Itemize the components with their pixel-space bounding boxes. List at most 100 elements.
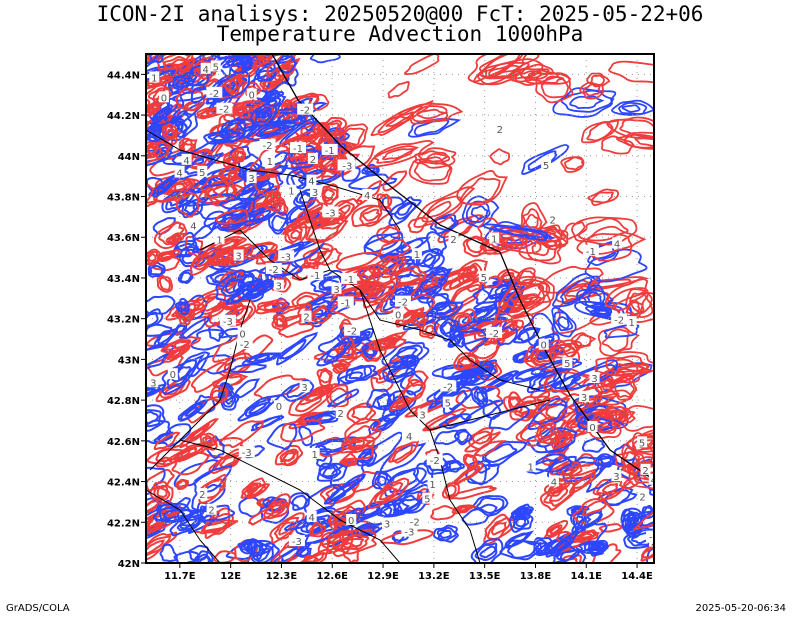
contour-label-bg [286,184,297,196]
contour-line-1049 [254,106,273,124]
contour-line-794 [508,397,520,408]
contour-line-985 [510,503,534,518]
contour-line-702 [372,285,393,299]
contour-line-1369 [454,317,508,334]
contour-label: 5 [445,399,451,410]
contour-line-403 [623,476,640,490]
contour-line-1276 [225,278,263,305]
contour-line-1351 [158,276,171,291]
contour-line-1190 [444,484,457,497]
contour-line-1066 [303,483,347,514]
contour-line-525 [146,539,166,555]
contour-line-866 [326,292,357,315]
contour-line-1345 [633,510,654,531]
contour-line-1035 [401,311,416,323]
contour-line-1557 [553,311,574,332]
contour-line-1221 [587,542,602,551]
contour-line-1515 [591,191,614,204]
contour-line-1196 [153,484,171,501]
contour-line-1360 [375,340,395,349]
lat-tick-label: 43.6N [107,233,140,244]
contour-line-986 [513,506,531,517]
contour-line-1015 [167,74,194,95]
contour-line-643 [146,106,156,114]
contour-line-1177 [274,130,319,154]
contour-label: 3 [312,188,318,199]
contour-line-809 [308,383,334,397]
contour-line-1206 [327,388,360,408]
contour-label-bg [339,159,356,171]
contour-line-1539 [537,265,604,294]
contour-label-bg [427,477,438,489]
contour-line-1211 [363,345,376,357]
contour-line-1334 [268,196,280,208]
contour-line-1062 [474,542,498,562]
contour-label-bg [422,492,433,504]
contour-label-bg [589,372,600,383]
contour-line-1073 [382,170,408,192]
contour-line-1041 [152,502,194,523]
contour-line-1356 [263,303,281,312]
contour-label-bg [637,490,648,502]
advection-contours [146,54,654,563]
contour-line-1438 [601,328,630,352]
contour-line-927 [172,340,191,349]
contour-line-1595 [482,223,556,241]
contour-label: 1 [288,187,294,198]
contour-label-bg [246,172,257,184]
contour-line-1288 [266,54,298,77]
contour-line-653 [242,334,274,361]
contour-line-1122 [174,297,191,316]
contour-label: 2 [497,125,503,136]
contour-line-1216 [360,267,377,286]
contour-line-1532 [330,123,369,154]
contour-line-998 [530,384,551,405]
contour-line-1213 [332,534,370,551]
contour-label-bg [149,71,160,83]
contour-label: -2 [269,265,279,276]
contour-line-1514 [587,188,620,206]
contour-line-1250 [284,213,315,231]
contour-line-91 [464,431,501,453]
lat-tick-label: 43.2N [107,315,140,326]
contour-line-1240 [381,341,430,369]
contour-line-1296 [250,544,262,555]
contour-label: 5 [639,438,645,449]
contour-label-bg [306,510,317,522]
contour-line-970 [217,54,237,59]
contour-label: 5 [213,62,219,73]
contour-line-773 [336,507,366,531]
contour-line-1068 [641,545,654,559]
contour-line-1376 [212,133,234,142]
contour-line-1507 [385,111,414,127]
contour-line-1141 [473,387,488,405]
contour-line-119 [400,238,424,253]
contour-line-372 [149,264,166,276]
contour-line-471 [146,54,162,61]
contour-line-1574 [604,277,649,312]
contour-label-bg [322,206,339,218]
contour-line-1523 [416,108,449,120]
lat-tick-label: 42.6N [107,437,140,448]
contour-line-1070 [146,466,166,496]
contour-line-1449 [470,205,488,221]
contour-label: -2 [219,105,229,116]
contour-label: 3 [419,411,425,422]
contour-line-699 [266,423,298,451]
contour-line-1354 [255,298,291,315]
contour-line-992 [377,256,404,275]
contour-line-1179 [288,136,309,148]
contour-line-839 [598,523,623,533]
contour-label-bg [181,153,192,165]
contour-label: 2 [450,235,456,246]
contour-line-1031 [271,214,289,232]
contour-line-1135 [146,146,157,155]
contour-line-1572 [627,461,654,481]
contour-label: -2 [209,89,219,100]
contour-line-1223 [378,194,390,209]
contour-line-1043 [163,508,186,520]
contour-line-624 [212,373,249,389]
contour-label-bg [301,310,312,322]
lon-tick-label: 13.8E [520,571,552,582]
map-border [145,53,655,564]
